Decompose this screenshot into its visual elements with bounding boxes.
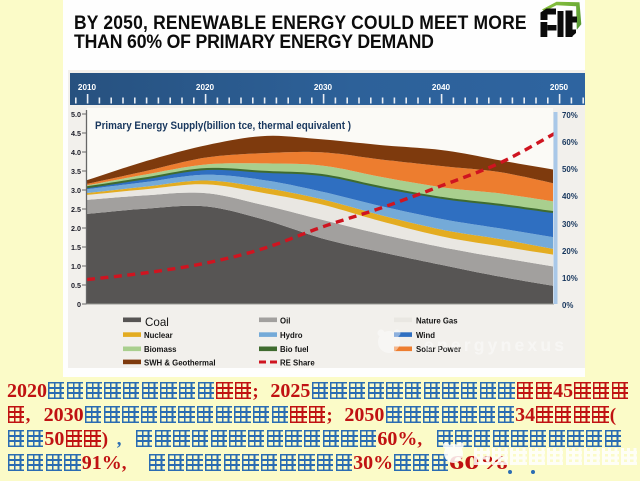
svg-text:2010: 2010 <box>78 83 97 92</box>
svg-text:0.5: 0.5 <box>71 281 81 290</box>
svg-text:Nuclear: Nuclear <box>144 331 173 340</box>
svg-text:1.0: 1.0 <box>71 262 81 271</box>
svg-text:2030: 2030 <box>314 83 333 92</box>
svg-text:Bio fuel: Bio fuel <box>280 345 309 354</box>
svg-text:2040: 2040 <box>432 83 451 92</box>
svg-text:1.5: 1.5 <box>71 243 81 252</box>
svg-text:2.0: 2.0 <box>71 224 81 233</box>
svg-text:70%: 70% <box>562 111 578 120</box>
svg-text:0: 0 <box>77 300 81 309</box>
svg-text:Nature Gas: Nature Gas <box>416 317 458 326</box>
svg-text:Solar Power: Solar Power <box>416 345 461 354</box>
svg-text:energynexus: energynexus <box>424 335 567 355</box>
svg-text:30%: 30% <box>562 220 578 229</box>
svg-text:3.5: 3.5 <box>71 167 81 176</box>
svg-text:2050: 2050 <box>550 83 569 92</box>
svg-text:3.0: 3.0 <box>71 186 81 195</box>
svg-text:Wind: Wind <box>416 331 435 340</box>
svg-text:50%: 50% <box>562 165 578 174</box>
svg-text:4.5: 4.5 <box>71 129 81 138</box>
svg-text:RE Share: RE Share <box>280 359 315 368</box>
svg-text:40%: 40% <box>562 192 578 201</box>
svg-text:20%: 20% <box>562 247 578 256</box>
svg-text:Primary Energy Supply(billion: Primary Energy Supply(billion tce, therm… <box>95 120 351 132</box>
svg-text:0%: 0% <box>562 301 573 310</box>
svg-text:10%: 10% <box>562 274 578 283</box>
svg-text:Oil: Oil <box>280 317 290 326</box>
svg-text:5.0: 5.0 <box>71 110 81 119</box>
svg-text:60%: 60% <box>562 138 578 147</box>
svg-text:SWH & Geothermal: SWH & Geothermal <box>144 359 215 368</box>
svg-text:Biomass: Biomass <box>144 345 177 354</box>
svg-text:Coal: Coal <box>145 316 169 329</box>
svg-text:2.5: 2.5 <box>71 205 81 214</box>
svg-text:2020: 2020 <box>196 83 215 92</box>
svg-text:Hydro: Hydro <box>280 331 303 340</box>
svg-text:4.0: 4.0 <box>71 148 81 157</box>
